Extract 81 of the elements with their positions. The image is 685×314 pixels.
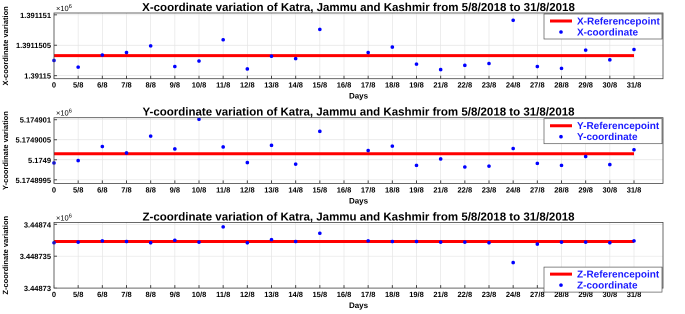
point <box>76 240 80 244</box>
point <box>463 64 467 68</box>
point <box>608 241 612 245</box>
point <box>100 53 104 57</box>
point <box>124 50 128 54</box>
point <box>560 66 564 70</box>
point <box>173 238 177 242</box>
point <box>246 241 250 245</box>
point <box>511 146 515 150</box>
point <box>511 18 515 22</box>
point <box>100 144 104 148</box>
point <box>414 62 418 66</box>
x-axis-title: Days <box>348 301 369 310</box>
point <box>366 239 370 243</box>
point <box>318 130 322 134</box>
point <box>148 241 152 245</box>
point <box>487 62 491 66</box>
point <box>221 38 225 42</box>
point <box>197 118 201 122</box>
chart-title: X-coordinate variation of Katra, Jammu and Kashmir from 5/8/2018 to 31/8/2018 <box>142 2 576 14</box>
point <box>487 241 491 245</box>
point <box>294 56 298 60</box>
point <box>536 162 540 166</box>
point <box>197 59 201 63</box>
legend-label: Z-coordinate <box>577 280 638 292</box>
point <box>390 144 394 148</box>
point <box>173 64 177 68</box>
point <box>560 240 564 244</box>
point <box>632 239 636 243</box>
point <box>584 48 588 52</box>
point <box>608 162 612 166</box>
point <box>270 144 274 148</box>
point <box>560 164 564 168</box>
legend-label: X-coordinate <box>577 28 639 38</box>
point <box>221 225 225 229</box>
point <box>197 240 201 244</box>
chart-title: Z-coordinate variation of Katra, Jammu and Kashmir from 5/8/2018 to 31/8/2018 <box>142 211 576 224</box>
point <box>438 68 442 72</box>
point <box>124 151 128 155</box>
point <box>608 58 612 62</box>
point <box>366 148 370 152</box>
point <box>414 164 418 168</box>
chart-title: Y-coordinate variation of Katra, Jammu and Kashmir from 5/8/2018 to 31/8/2018 <box>142 106 576 119</box>
point <box>173 147 177 151</box>
point <box>390 45 394 49</box>
point <box>76 158 80 162</box>
point <box>463 165 467 169</box>
point <box>246 160 250 164</box>
point <box>632 48 636 52</box>
point <box>584 240 588 244</box>
point <box>632 148 636 152</box>
point <box>246 67 250 71</box>
point <box>438 157 442 161</box>
point <box>100 239 104 243</box>
legend-label: Y-Referencepoint <box>577 121 660 132</box>
point <box>463 240 467 244</box>
point <box>318 231 322 236</box>
point <box>76 65 80 69</box>
point <box>148 44 152 48</box>
point <box>221 145 225 149</box>
point <box>536 64 540 68</box>
point <box>438 240 442 244</box>
point <box>318 28 322 32</box>
point <box>148 134 152 138</box>
point <box>270 54 274 58</box>
point <box>124 240 128 244</box>
legend-label: Y-coordinate <box>577 132 638 144</box>
point <box>366 50 370 54</box>
point <box>294 240 298 244</box>
point <box>414 240 418 244</box>
point <box>536 242 540 246</box>
x-axis-title: Days <box>348 196 369 206</box>
legend-label: X-Referencepoint <box>577 16 660 28</box>
point <box>294 162 298 166</box>
point <box>270 238 274 242</box>
point <box>584 154 588 158</box>
point <box>390 240 394 244</box>
x-axis-title: Days <box>348 92 369 101</box>
point <box>487 164 491 168</box>
legend-label: Z-Referencepoint <box>577 270 660 281</box>
point <box>511 260 515 264</box>
